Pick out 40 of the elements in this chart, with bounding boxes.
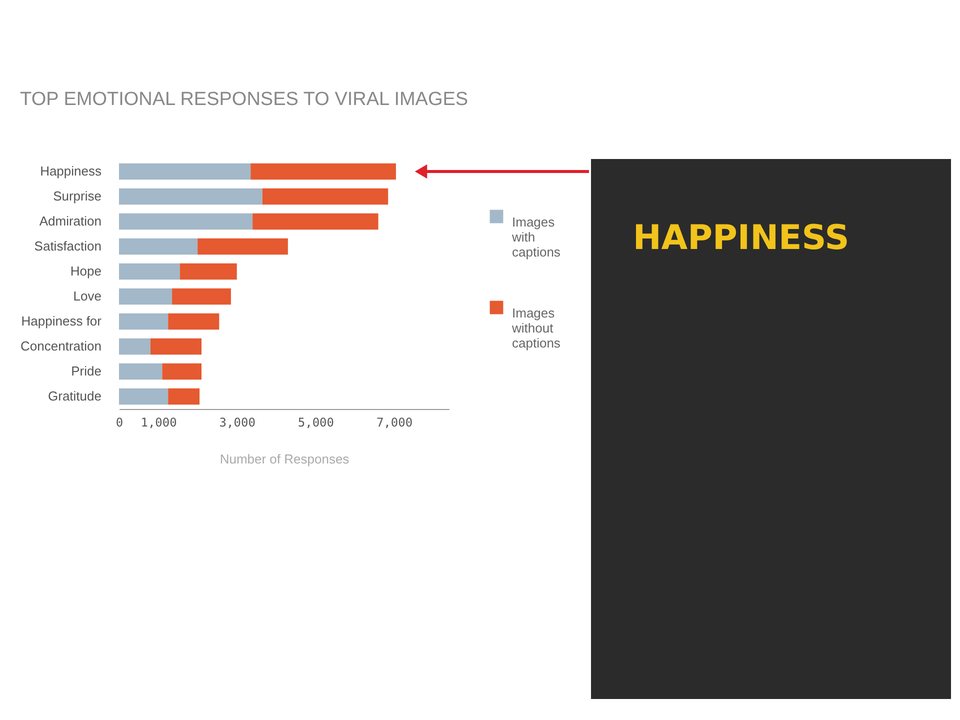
bar xyxy=(119,163,251,180)
legend-label: Images with captions xyxy=(511,214,561,260)
y-tick-label: Concentration xyxy=(20,338,102,354)
bar xyxy=(150,338,202,355)
bar xyxy=(250,163,396,180)
legend-label: Images without captions xyxy=(511,306,561,350)
bar xyxy=(119,388,168,405)
y-tick-label: Hope xyxy=(70,264,102,278)
y-tick-label: Satisfaction xyxy=(34,238,102,254)
y-tick-label: Love xyxy=(73,288,102,304)
bar xyxy=(262,188,388,205)
bar xyxy=(180,263,237,280)
bar xyxy=(119,238,198,255)
bar xyxy=(172,288,231,305)
y-tick-label: Pride xyxy=(71,364,102,378)
bar xyxy=(198,238,288,255)
text: HAPPINESS xyxy=(632,218,850,258)
y-tick-label: Surprise xyxy=(53,188,102,204)
y-tick-label: Happiness xyxy=(40,164,102,178)
x-tick-label: 5,000 xyxy=(298,416,334,430)
bar xyxy=(252,213,378,230)
x-tick-label: 3,000 xyxy=(219,416,256,430)
x-tick-label: 0 xyxy=(116,416,124,430)
bar xyxy=(168,313,220,330)
y-tick-label: Gratitude xyxy=(48,388,102,404)
bar xyxy=(119,363,162,380)
x-tick-label: 7,000 xyxy=(376,416,413,430)
bar xyxy=(162,363,202,380)
bar xyxy=(119,213,253,230)
bar xyxy=(119,313,168,330)
x-tick-label: 1,000 xyxy=(140,416,177,430)
x-axis-title: Number of Responses xyxy=(220,452,350,466)
bar xyxy=(119,263,180,280)
y-tick-label: Admiration xyxy=(39,214,102,228)
bar xyxy=(168,388,200,405)
bar xyxy=(119,288,172,305)
bar xyxy=(119,338,150,355)
chart-title: TOP EMOTIONAL RESPONSES TO VIRAL IMAGES xyxy=(20,89,468,110)
y-tick-label: Happiness for xyxy=(21,314,102,328)
bar xyxy=(119,188,262,205)
